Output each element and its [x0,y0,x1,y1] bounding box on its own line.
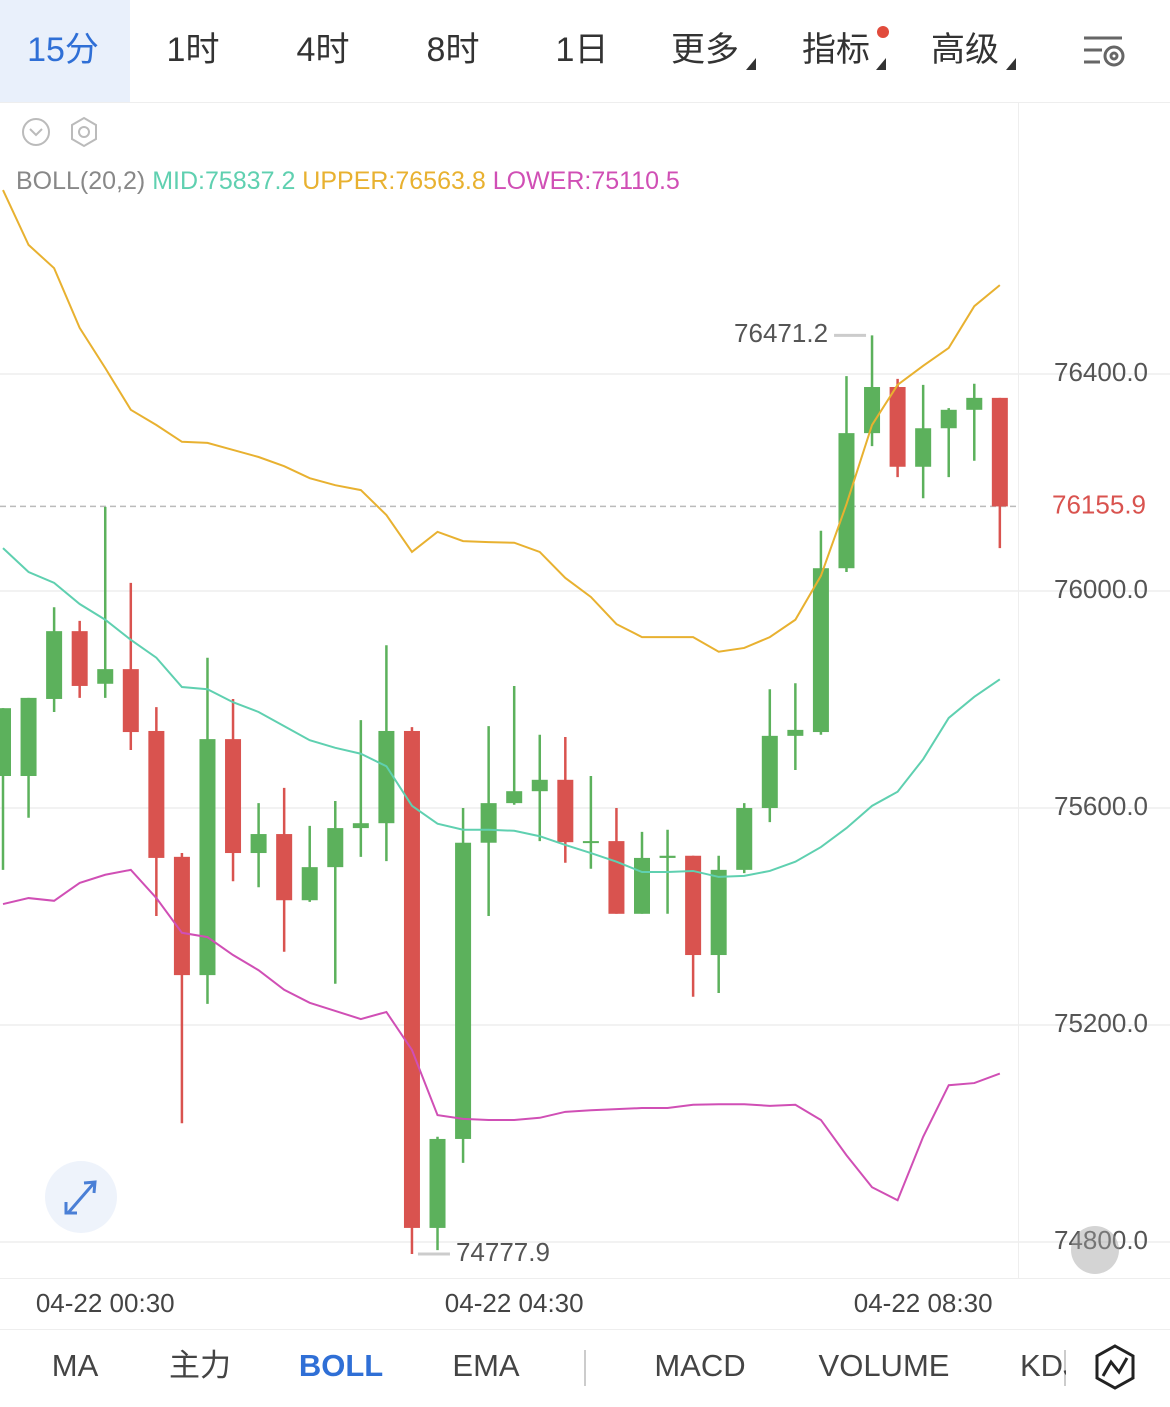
tab[interactable]: 1日 [556,31,609,69]
tab[interactable]: 1时 [167,31,220,69]
legend-entry: LOWER:75110.5 [493,167,680,195]
candle-body [991,397,1008,507]
settings-icon[interactable] [1084,36,1125,67]
band-line [2,868,1001,1202]
candle-body [557,779,574,843]
high-annotation: 76471.2 [734,318,828,348]
candle-body [736,808,753,870]
tab[interactable]: 更多 [671,31,739,69]
y-tick-label: 76400.0 [1054,357,1148,387]
candle-body [710,869,727,956]
candle-body [838,433,855,569]
candle-body [378,730,395,824]
legend-title: BOLL(20,2) [16,167,145,195]
last-price-label: 76155.9 [1052,489,1146,519]
candle-body [455,842,472,1139]
candle-body [97,669,114,684]
candle-body [250,834,267,854]
plot [0,189,1018,1255]
tab[interactable]: 15分 [27,31,99,69]
candle-body [659,855,676,858]
legend-entry: UPPER:76563.8 [302,167,485,195]
band-line [2,189,1001,653]
indicator-tab[interactable]: MACD [654,1348,745,1383]
candle-body [403,730,420,1228]
candle-body [506,791,523,804]
candle-body [71,631,88,686]
candle-body [301,867,318,901]
candle-body [225,739,242,854]
y-tick-label: 74800.0 [1054,1225,1148,1255]
candle-body [940,409,957,429]
candle-body [582,841,599,844]
candle-body [276,834,293,901]
candle-body [812,568,829,733]
indicator-tab[interactable]: EMA [452,1348,520,1383]
band-line [2,547,1001,878]
indicator-tab[interactable]: 主力 [169,1348,231,1383]
candle-body [352,823,369,829]
tab[interactable]: 8时 [427,31,480,69]
x-tick-label: 04-22 00:30 [36,1288,175,1318]
candle-body [761,735,778,809]
expand-button[interactable] [45,1161,117,1233]
tab[interactable]: 高级 [931,31,999,69]
candle-body [608,841,625,914]
candle-body [199,739,216,976]
legend: BOLL(20,2) MID:75837.2 UPPER:76563.8 LOW… [16,167,680,195]
candle-body [0,708,11,777]
candle-body [480,803,497,843]
candle-body [173,856,190,976]
tab[interactable]: 4时 [297,31,350,69]
candle-body [429,1138,446,1228]
candle-body [787,729,804,736]
candle-body [327,828,344,868]
candle-body [20,697,37,777]
candle-body [889,387,906,467]
candle-body [864,387,881,434]
draw-icon[interactable] [1095,1344,1135,1390]
legend-entry: MID:75837.2 [152,167,295,195]
candle-body [634,857,650,914]
candle-body [46,631,63,699]
x-tick-label: 04-22 08:30 [854,1288,993,1318]
indicator-tab[interactable]: MA [52,1348,99,1383]
indicator-tab[interactable]: BOLL [299,1348,383,1383]
last-price-tag [1022,486,1168,527]
candle-body [531,779,548,792]
watermark [1071,1226,1119,1274]
dropdown-markers [746,58,1016,70]
y-tick-label: 75200.0 [1054,1008,1148,1038]
candle-body [966,397,983,410]
indicator-tab[interactable]: VOLUME [819,1348,950,1383]
candle-body [685,855,702,956]
chart-icons[interactable] [22,116,97,148]
low-annotation: 74777.9 [456,1237,550,1267]
active-tab-bg [0,0,130,102]
candle-body [915,428,932,467]
tab[interactable]: 指标 [802,31,870,69]
candle-body [122,669,139,733]
y-tick-label: 75600.0 [1054,791,1148,821]
x-tick-label: 04-22 04:30 [445,1288,584,1318]
y-tick-label: 76000.0 [1054,574,1148,604]
badge [877,26,889,38]
candle-body [148,730,165,858]
